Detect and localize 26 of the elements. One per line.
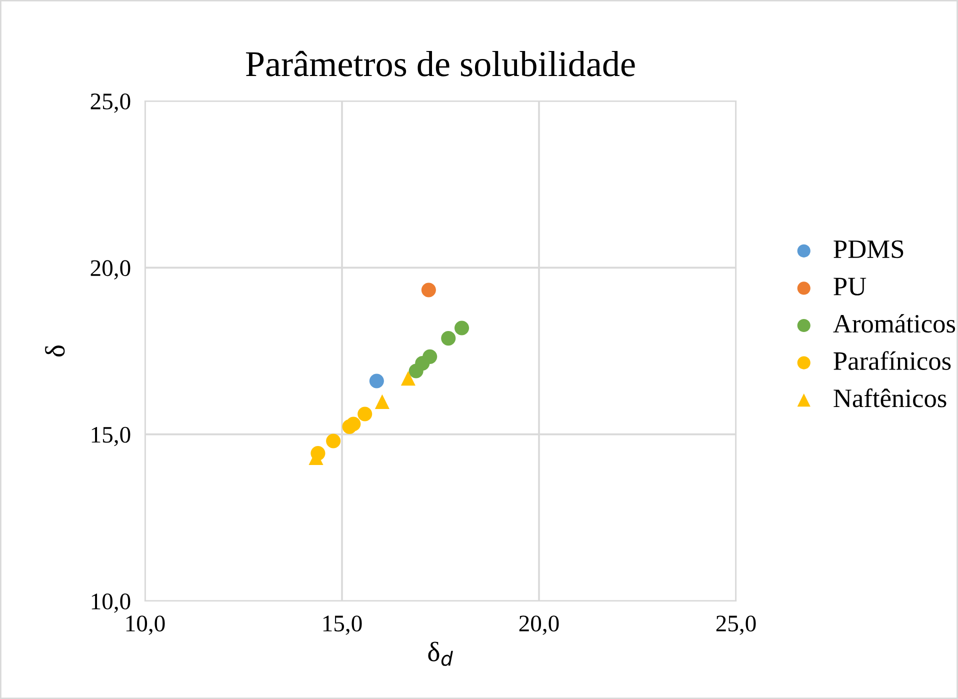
y-tick-label: 20,0 bbox=[90, 260, 130, 280]
x-tick-label: 25,0 bbox=[716, 616, 756, 635]
y-tick-label: 10,0 bbox=[92, 593, 130, 613]
legend-label: Naftênicos bbox=[834, 388, 946, 408]
legend-label: PU bbox=[834, 278, 866, 296]
point bbox=[369, 374, 384, 388]
point bbox=[422, 349, 438, 364]
y-tick-label: 25,0 bbox=[90, 93, 130, 113]
legend-label: PDMS bbox=[834, 240, 904, 258]
legend-label: Parafínicos bbox=[834, 351, 951, 370]
y-tick-label: 15,0 bbox=[92, 426, 130, 446]
point bbox=[374, 394, 390, 409]
legend-label: Aromáticos bbox=[833, 314, 956, 333]
point bbox=[400, 371, 416, 386]
point bbox=[441, 331, 456, 346]
chart-title: Parâmetros de solubilidade bbox=[246, 50, 635, 76]
point bbox=[326, 434, 341, 448]
y-axis-title: δ bbox=[45, 346, 65, 356]
x-tick-label: 10,0 bbox=[126, 616, 165, 635]
x-tick-label: 20,0 bbox=[519, 616, 559, 635]
x-axis-title: δ$_{d}$ bbox=[428, 642, 453, 666]
point bbox=[346, 416, 361, 432]
point bbox=[358, 406, 372, 422]
point bbox=[454, 320, 470, 336]
x-tick-label: 15,0 bbox=[323, 616, 362, 635]
point bbox=[421, 282, 436, 298]
